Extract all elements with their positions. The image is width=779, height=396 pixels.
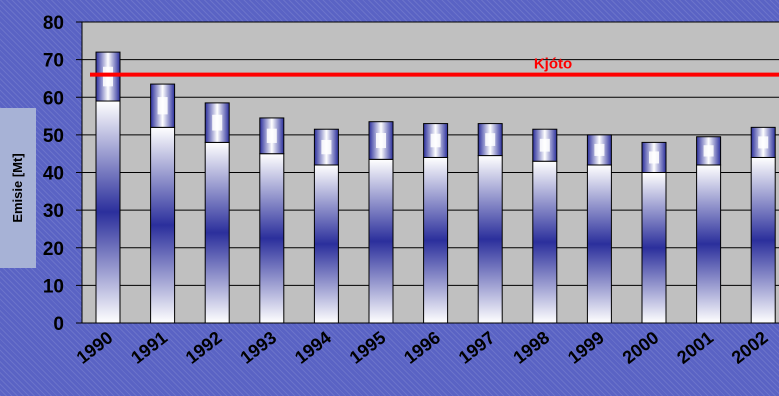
y-tick-label: 40 [43, 164, 64, 185]
bar-cap-highlight [539, 138, 550, 152]
bar-cap-highlight [485, 133, 496, 146]
x-tick-label: 1992 [182, 327, 226, 367]
bar-body [750, 156, 776, 324]
x-tick-label: 2002 [728, 327, 772, 367]
bar-cap [368, 121, 394, 160]
bar-body [204, 141, 230, 324]
bar-body [477, 155, 503, 324]
x-axis-ticks: 1990 1991 1992 1993 1994 1995 1996 1997 1998 1999… [73, 322, 779, 368]
y-tick-label: 0 [53, 314, 64, 335]
y-axis-label: Emisie [Mt] [10, 153, 25, 222]
x-tick-label: 2001 [673, 327, 717, 367]
reference-line-label: Kjóto [534, 56, 572, 73]
bar-body [532, 160, 558, 324]
bar-cap-highlight [430, 133, 441, 148]
y-tick-label: 50 [43, 126, 64, 147]
x-tick-label: 1997 [455, 327, 499, 367]
bar-cap [586, 134, 612, 166]
bar-cap-highlight [157, 97, 168, 115]
x-tick-label: 1994 [291, 327, 335, 367]
y-tick-label: 60 [43, 88, 64, 109]
x-tick-label: 1996 [400, 327, 444, 367]
x-tick-label: 1993 [236, 327, 280, 367]
bar-cap-highlight [594, 143, 605, 156]
bar-cap-highlight [212, 114, 223, 131]
x-tick-label: 2000 [619, 327, 663, 367]
x-tick-label: 1991 [127, 327, 171, 367]
bar-cap [750, 126, 776, 158]
bar-body [95, 100, 121, 324]
x-tick-label: 1999 [564, 327, 608, 367]
bar-body [259, 153, 285, 324]
bar-body [313, 164, 339, 324]
y-axis-ticks: 0 10 20 30 40 50 60 70 80 [43, 13, 83, 335]
bar-cap-highlight [703, 145, 714, 157]
bar-body [423, 156, 449, 324]
bar-cap-highlight [649, 151, 659, 164]
bar-body [696, 164, 722, 324]
bar-cap-highlight [266, 128, 277, 143]
y-tick-label: 10 [43, 276, 64, 297]
bar-cap-highlight [376, 132, 386, 149]
bar-cap-highlight [321, 139, 332, 155]
x-tick-label: 1995 [346, 327, 390, 367]
y-tick-label: 80 [43, 13, 64, 34]
bars [95, 51, 776, 324]
bar-cap-highlight [758, 136, 769, 149]
bar-body [368, 158, 394, 324]
bar-body [586, 164, 612, 324]
y-tick-label: 30 [43, 201, 64, 222]
y-tick-label: 70 [43, 51, 64, 72]
y-tick-label: 20 [43, 239, 64, 260]
y-axis-label-background [0, 108, 36, 268]
kyoto-reference: Kjóto [90, 56, 779, 77]
bar-body [150, 126, 176, 324]
x-tick-label: 1998 [509, 327, 553, 367]
y-axis-label-box: Emisie [Mt] [0, 108, 36, 268]
bar-body [641, 172, 667, 324]
x-tick-label: 1990 [73, 327, 117, 367]
